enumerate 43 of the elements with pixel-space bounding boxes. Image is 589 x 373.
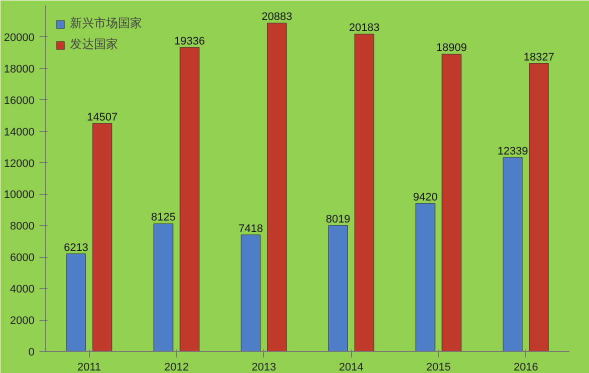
y-tick-label: 18000 [4, 63, 35, 76]
data-label: 12339 [497, 145, 528, 158]
data-label: 18327 [524, 51, 554, 64]
bar [529, 63, 549, 352]
y-tick-label: 20000 [4, 32, 35, 44]
x-tick-label: 2014 [338, 362, 364, 373]
data-label: 20883 [262, 11, 292, 24]
data-label: 20183 [348, 22, 380, 34]
y-tick-label: 4000 [10, 284, 35, 296]
bar [66, 254, 86, 352]
y-tick-label: 10000 [4, 189, 35, 202]
data-label: 6213 [64, 242, 88, 254]
x-tick-label: 2011 [77, 362, 101, 373]
y-tick-label: 14000 [4, 126, 35, 138]
bar [180, 47, 200, 352]
bar [154, 223, 174, 352]
y-tick-label: 12000 [4, 158, 35, 170]
data-label: 9420 [413, 191, 438, 204]
y-tick-label: 0 [28, 346, 35, 358]
data-label: 8125 [151, 212, 176, 224]
y-tick-label: 16000 [4, 94, 35, 107]
x-tick-label: 2013 [252, 362, 276, 373]
bar [328, 225, 348, 352]
legend-label: 新兴市场国家 [70, 15, 142, 32]
bar [354, 34, 374, 352]
bar [267, 22, 287, 352]
bar [416, 203, 436, 352]
data-label: 18909 [436, 42, 467, 54]
bar [240, 234, 261, 352]
x-tick-label: 2016 [514, 362, 538, 373]
y-tick-label: 2000 [10, 315, 35, 328]
x-tick-label: 2012 [164, 362, 189, 373]
y-tick-label: 8000 [10, 220, 35, 233]
data-label: 8019 [326, 213, 350, 226]
bar [92, 123, 112, 352]
bar [502, 157, 523, 352]
y-tick-label: 6000 [10, 252, 35, 264]
legend-label: 发达国家 [70, 36, 118, 53]
data-label: 7418 [238, 222, 263, 235]
x-tick-label: 2015 [426, 362, 451, 373]
bar [442, 54, 462, 352]
data-label: 14507 [86, 111, 118, 124]
data-label: 19336 [174, 35, 205, 48]
